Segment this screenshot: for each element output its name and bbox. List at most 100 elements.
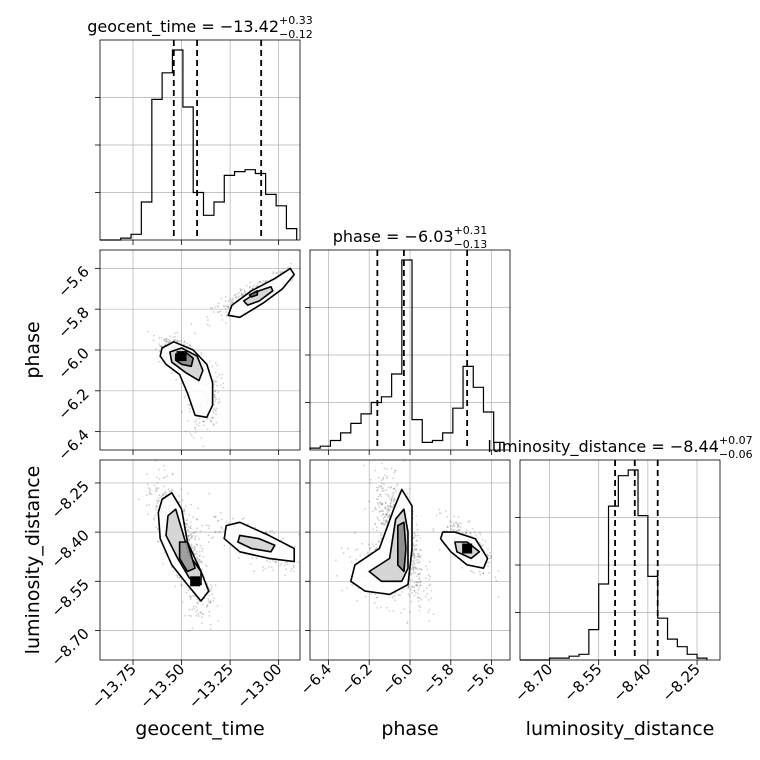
- density-luminosity-distance-vs-phase-sample: [385, 489, 388, 492]
- density-phase-vs-geocent-time-sample: [165, 338, 168, 340]
- density-luminosity-distance-vs-geocent-time-sample: [199, 544, 202, 547]
- density-luminosity-distance-vs-geocent-time-frame: [99, 459, 301, 661]
- density-phase-vs-geocent-time-sample: [189, 344, 192, 347]
- density-luminosity-distance-vs-phase-sample: [377, 476, 380, 479]
- density-luminosity-distance-vs-geocent-time-sample: [187, 523, 189, 526]
- density-luminosity-distance-vs-phase-sample: [392, 503, 395, 506]
- density-luminosity-distance-vs-geocent-time-sample: [193, 608, 196, 610]
- density-phase-vs-geocent-time-sample: [237, 296, 240, 299]
- density-phase-vs-geocent-time-plot-area: [146, 262, 296, 448]
- density-luminosity-distance-vs-geocent-time-sample: [208, 601, 211, 604]
- density-luminosity-distance-vs-geocent-time-sample: [148, 491, 151, 494]
- density-luminosity-distance-vs-phase-sample: [334, 559, 337, 562]
- density-luminosity-distance-vs-geocent-time-sample: [190, 615, 193, 617]
- density-luminosity-distance-vs-phase-sample: [364, 596, 367, 598]
- density-luminosity-distance-vs-geocent-time-sample: [205, 524, 208, 527]
- density-phase-vs-geocent-time-sample: [220, 314, 223, 317]
- density-luminosity-distance-vs-phase-sample: [380, 503, 383, 506]
- density-luminosity-distance-vs-phase-sample: [488, 571, 490, 574]
- density-luminosity-distance-vs-phase-sample: [406, 492, 409, 495]
- title-plus-error: +0.33: [279, 14, 313, 27]
- density-luminosity-distance-vs-phase-sample: [393, 499, 396, 502]
- density-luminosity-distance-vs-phase-sample: [411, 578, 414, 581]
- density-luminosity-distance-vs-geocent-time-sample: [199, 560, 202, 563]
- density-luminosity-distance-vs-geocent-time-sample: [193, 595, 196, 597]
- density-luminosity-distance-vs-phase-sample: [417, 555, 420, 557]
- density-luminosity-distance-vs-geocent-time-sample: [213, 515, 216, 518]
- density-luminosity-distance-vs-phase-sample: [449, 520, 451, 523]
- density-luminosity-distance-vs-phase-sample: [381, 503, 384, 506]
- density-luminosity-distance-vs-geocent-time-sample: [196, 518, 199, 521]
- density-luminosity-distance-vs-geocent-time-ytick-label-2: −8.40: [48, 526, 93, 571]
- density-luminosity-distance-vs-phase-sample: [469, 532, 472, 534]
- histogram-panel-phase: [305, 249, 511, 455]
- density-luminosity-distance-vs-geocent-time-sample: [155, 505, 158, 507]
- density-luminosity-distance-vs-geocent-time-sample: [163, 493, 166, 495]
- density-luminosity-distance-vs-geocent-time-sample: [197, 507, 199, 510]
- density-luminosity-distance-vs-geocent-time-sample: [187, 534, 190, 537]
- density-luminosity-distance-vs-phase-sample: [386, 510, 388, 512]
- density-luminosity-distance-vs-phase-sample: [350, 560, 353, 563]
- title-value: phase = −6.03: [333, 227, 454, 246]
- density-luminosity-distance-vs-geocent-time-sample: [183, 510, 186, 512]
- density-luminosity-distance-vs-geocent-time-sample: [200, 568, 203, 571]
- density-luminosity-distance-vs-phase-sample: [418, 555, 420, 558]
- density-phase-vs-geocent-time-sample: [212, 423, 215, 425]
- density-luminosity-distance-vs-geocent-time-sample: [170, 490, 173, 492]
- density-luminosity-distance-vs-geocent-time-sample: [195, 606, 198, 608]
- density-phase-vs-geocent-time-sample: [221, 373, 224, 376]
- density-luminosity-distance-vs-phase-sample: [457, 516, 460, 518]
- density-luminosity-distance-vs-geocent-time-sample: [188, 608, 191, 611]
- density-luminosity-distance-vs-phase-sample: [417, 573, 420, 576]
- density-phase-vs-geocent-time-sample: [190, 322, 193, 325]
- density-luminosity-distance-vs-phase-sample: [467, 520, 470, 523]
- density-luminosity-distance-vs-geocent-time-sample: [148, 492, 151, 495]
- density-luminosity-distance-vs-geocent-time-sample: [198, 600, 201, 603]
- density-luminosity-distance-vs-phase-sample: [411, 554, 414, 557]
- density-luminosity-distance-vs-phase-sample: [487, 565, 489, 568]
- density-luminosity-distance-vs-geocent-time-sample: [286, 563, 289, 566]
- density-phase-vs-geocent-time-sample: [213, 395, 216, 398]
- density-luminosity-distance-vs-phase-sample: [413, 570, 415, 573]
- density-luminosity-distance-vs-geocent-time-sample: [216, 605, 219, 607]
- y-axis-label-phase: phase: [22, 321, 44, 378]
- hist-luminosity-distance-xtick-label-0: −8.70: [511, 660, 556, 705]
- density-luminosity-distance-vs-geocent-time-sample: [186, 519, 189, 521]
- density-luminosity-distance-vs-geocent-time-sample: [265, 531, 267, 534]
- density-luminosity-distance-vs-phase-sample: [391, 496, 393, 499]
- x-axis-label-phase: phase: [381, 718, 438, 740]
- density-phase-vs-geocent-time-sample: [217, 402, 220, 405]
- density-phase-vs-geocent-time-sample: [218, 373, 221, 376]
- title-value: geocent_time = −13.42: [87, 17, 279, 37]
- density-phase-vs-geocent-time-sample: [188, 344, 191, 346]
- density-luminosity-distance-vs-phase-sample: [403, 608, 405, 610]
- density-luminosity-distance-vs-geocent-time-sample: [155, 526, 157, 529]
- density-luminosity-distance-vs-phase-sample: [414, 566, 417, 568]
- density-phase-vs-geocent-time-sample: [164, 343, 167, 346]
- density-luminosity-distance-vs-geocent-time-sample: [275, 561, 277, 564]
- density-phase-vs-geocent-time-sample: [213, 394, 216, 396]
- density-luminosity-distance-vs-phase-sample: [377, 498, 380, 501]
- density-luminosity-distance-vs-phase-sample: [408, 488, 411, 490]
- density-phase-vs-geocent-time-sample: [177, 340, 179, 342]
- density-luminosity-distance-vs-phase-sample: [384, 513, 387, 516]
- density-phase-vs-geocent-time-sample: [160, 336, 163, 339]
- density-luminosity-distance-vs-geocent-time-sample: [329, 574, 331, 576]
- density-luminosity-distance-vs-geocent-time-sample: [164, 476, 166, 479]
- density-phase-vs-geocent-time-sample: [175, 378, 177, 381]
- density-luminosity-distance-vs-geocent-time-sample: [195, 553, 198, 555]
- hist-geocent-time-frame: [99, 39, 301, 241]
- density-phase-vs-geocent-time-sample: [184, 430, 187, 433]
- density-luminosity-distance-vs-phase-sample: [413, 536, 416, 538]
- density-luminosity-distance-vs-phase-sample: [381, 490, 384, 493]
- density-luminosity-distance-vs-phase-sample: [413, 533, 416, 536]
- density-luminosity-distance-vs-geocent-time-sample: [190, 534, 192, 536]
- density-luminosity-distance-vs-phase-sample: [453, 529, 455, 532]
- density-luminosity-distance-vs-geocent-time-sample: [146, 473, 149, 476]
- density-luminosity-distance-vs-phase-sample: [414, 548, 417, 551]
- density-luminosity-distance-vs-geocent-time-sample: [216, 519, 219, 522]
- density-luminosity-distance-vs-phase-sample: [417, 534, 419, 537]
- density-luminosity-distance-vs-geocent-time-sample: [205, 565, 208, 568]
- density-luminosity-distance-vs-phase-sample: [381, 522, 384, 525]
- density-luminosity-distance-vs-geocent-time-sample: [158, 477, 161, 480]
